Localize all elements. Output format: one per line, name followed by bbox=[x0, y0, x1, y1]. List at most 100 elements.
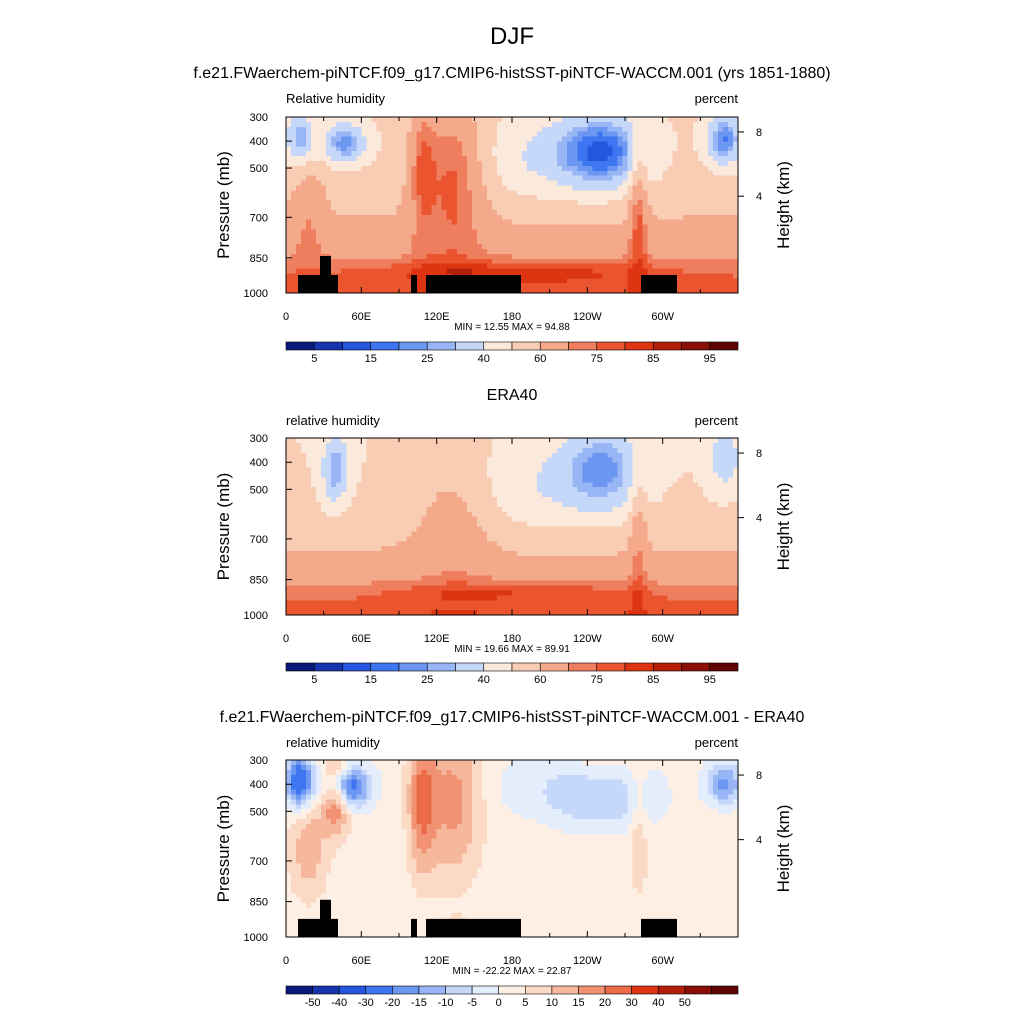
heatmap-cell bbox=[727, 487, 734, 493]
heatmap-cell bbox=[476, 472, 483, 478]
heatmap-cell bbox=[296, 506, 302, 513]
heatmap-cell bbox=[602, 239, 609, 245]
heatmap-cell bbox=[476, 452, 483, 459]
heatmap-cell bbox=[527, 472, 533, 478]
heatmap-cell bbox=[622, 249, 629, 255]
heatmap-cell bbox=[677, 283, 684, 289]
heatmap-cell bbox=[637, 126, 644, 133]
heatmap-cell bbox=[512, 170, 518, 177]
heatmap-cell bbox=[486, 501, 493, 508]
heatmap-cell bbox=[702, 165, 709, 172]
heatmap-cell bbox=[371, 526, 377, 533]
heatmap-cell bbox=[311, 156, 317, 162]
heatmap-cell bbox=[311, 249, 317, 255]
heatmap-cell bbox=[326, 209, 332, 216]
heatmap-cell bbox=[301, 511, 307, 518]
heatmap-cell bbox=[361, 239, 367, 245]
heatmap-cell bbox=[552, 467, 558, 474]
heatmap-cell bbox=[637, 521, 644, 528]
heatmap-cell bbox=[527, 229, 533, 235]
heatmap-cell bbox=[436, 136, 443, 143]
heatmap-cell bbox=[532, 239, 538, 245]
heatmap-cell bbox=[396, 467, 403, 474]
heatmap-cell bbox=[617, 200, 624, 206]
heatmap-cell bbox=[366, 234, 372, 240]
heatmap-cell bbox=[682, 131, 689, 138]
heatmap-cell bbox=[461, 180, 468, 187]
heatmap-cell bbox=[617, 185, 624, 191]
heatmap-cell bbox=[682, 263, 689, 270]
heatmap-cell bbox=[361, 244, 367, 250]
heatmap-cell bbox=[707, 141, 714, 147]
heatmap-cell bbox=[371, 273, 377, 279]
heatmap-cell bbox=[371, 131, 377, 138]
heatmap-cell bbox=[587, 161, 593, 167]
heatmap-cell bbox=[446, 467, 453, 474]
heatmap-cell bbox=[351, 234, 357, 240]
heatmap-cell bbox=[501, 151, 508, 157]
heatmap-cell bbox=[712, 136, 719, 143]
heatmap-cell bbox=[396, 151, 403, 157]
heatmap-cell bbox=[321, 205, 327, 211]
heatmap-cell bbox=[662, 521, 669, 528]
heatmap-cell bbox=[471, 209, 478, 216]
heatmap-cell bbox=[371, 200, 377, 206]
heatmap-cell bbox=[346, 244, 352, 250]
heatmap-cell bbox=[567, 175, 573, 182]
heatmap-cell bbox=[461, 234, 468, 240]
heatmap-cell bbox=[622, 161, 629, 167]
heatmap-cell bbox=[506, 457, 513, 464]
heatmap-cell bbox=[697, 462, 704, 469]
heatmap-cell bbox=[436, 516, 443, 523]
heatmap-cell bbox=[612, 457, 619, 464]
heatmap-cell bbox=[632, 180, 639, 187]
heatmap-cell bbox=[652, 438, 659, 444]
heatmap-cell bbox=[361, 258, 367, 265]
heatmap-cell bbox=[697, 452, 704, 459]
heatmap-cell bbox=[557, 131, 563, 138]
heatmap-cell bbox=[592, 442, 598, 449]
heatmap-cell bbox=[466, 462, 473, 469]
heatmap-cell bbox=[542, 161, 548, 167]
heatmap-cell bbox=[456, 258, 463, 265]
heatmap-cell bbox=[657, 229, 664, 235]
heatmap-cell bbox=[627, 180, 634, 187]
heatmap-cell bbox=[336, 487, 342, 493]
heatmap-cell bbox=[707, 205, 714, 211]
heatmap-cell bbox=[311, 219, 317, 226]
heatmap-cell bbox=[557, 273, 563, 279]
heatmap-cell bbox=[286, 249, 292, 255]
heatmap-cell bbox=[667, 244, 674, 250]
heatmap-cell bbox=[421, 288, 428, 294]
heatmap-cell bbox=[476, 185, 483, 191]
heatmap-cell bbox=[717, 438, 724, 444]
heatmap-cell bbox=[542, 165, 548, 172]
heatmap-cell bbox=[311, 516, 317, 523]
heatmap-cell bbox=[481, 244, 488, 250]
heatmap-cell bbox=[582, 121, 588, 128]
heatmap-cell bbox=[286, 516, 292, 523]
heatmap-cell bbox=[476, 219, 483, 226]
heatmap-cell bbox=[446, 224, 453, 231]
heatmap-cell bbox=[346, 288, 352, 294]
heatmap-cell bbox=[527, 278, 533, 284]
heatmap-cell bbox=[592, 477, 598, 483]
heatmap-cell bbox=[486, 195, 493, 201]
heatmap-cell bbox=[491, 263, 498, 270]
heatmap-cell bbox=[557, 253, 563, 260]
heatmap-cell bbox=[401, 190, 408, 196]
heatmap-cell bbox=[577, 126, 583, 133]
heatmap-cell bbox=[642, 234, 649, 240]
heatmap-cell bbox=[547, 472, 553, 478]
heatmap-cell bbox=[727, 185, 734, 191]
heatmap-cell bbox=[301, 175, 307, 182]
heatmap-cell bbox=[346, 180, 352, 187]
heatmap-cell bbox=[542, 190, 548, 196]
heatmap-cell bbox=[547, 263, 553, 270]
heatmap-cell bbox=[351, 477, 357, 483]
heatmap-cell bbox=[612, 438, 619, 444]
heatmap-cell bbox=[587, 497, 593, 503]
heatmap-cell bbox=[722, 219, 729, 226]
heatmap-cell bbox=[331, 467, 337, 474]
heatmap-cell bbox=[722, 268, 729, 275]
